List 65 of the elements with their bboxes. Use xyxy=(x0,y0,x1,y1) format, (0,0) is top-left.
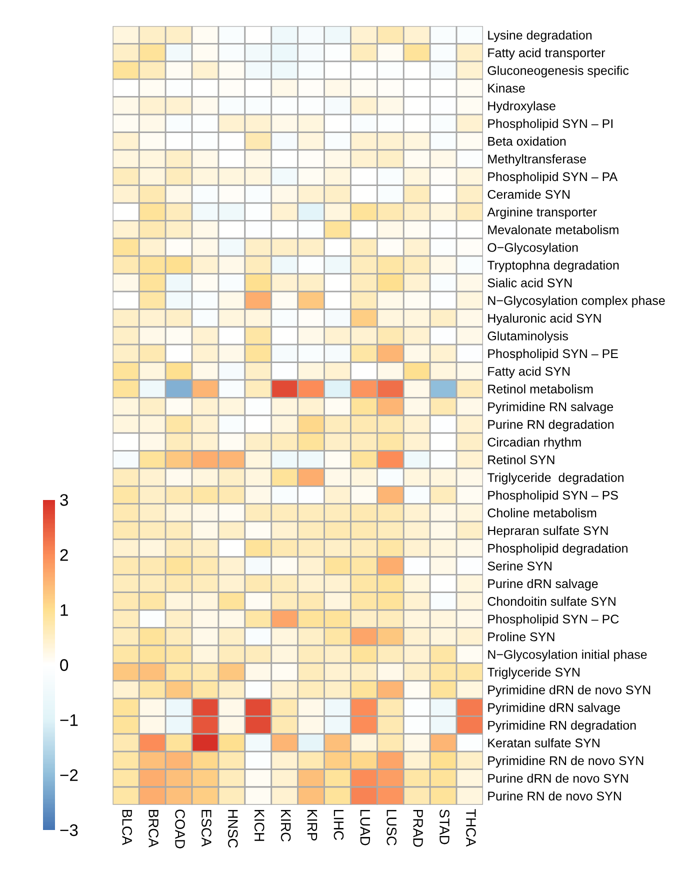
y-tick-label: Phospholipid degradation xyxy=(488,544,628,556)
y-tick-label: Gluconeogenesis specific xyxy=(488,66,629,78)
y-tick-label: N−Glycosylation initial phase xyxy=(488,650,647,662)
y-tick-label: Tryptophna degradation xyxy=(487,260,619,272)
y-tick-label: Phospholipid SYN – PE xyxy=(488,348,618,361)
y-tick-label: Hepraran sulfate SYN xyxy=(488,526,608,538)
x-tick-label: PRAD xyxy=(413,810,423,847)
y-tick-label: Keratan sulfate SYN xyxy=(488,738,600,748)
x-tick-label: KIRC xyxy=(280,810,291,842)
x-tick-label: THCA xyxy=(466,809,476,847)
y-tick-label: Phospholipid SYN – PI xyxy=(488,118,612,131)
y-tick-label: Arginine transporter xyxy=(487,207,597,219)
y-tick-label: Chondoitin sulfate SYN xyxy=(488,596,616,606)
y-tick-label: Pyrimidine RN de novo SYN xyxy=(488,756,644,768)
y-tick-label: O−Glycosylation xyxy=(488,242,578,254)
x-tick-label: COAD xyxy=(175,810,185,848)
y-tick-label: Glutaminolysis xyxy=(488,331,568,343)
y-tick-label: Methyltransferase xyxy=(488,154,586,166)
y-tick-label: Triglyceride degradation xyxy=(487,472,624,484)
y-tick-label: Sialic acid SYN xyxy=(488,278,572,288)
y-tick-label: Choline metabolism xyxy=(488,508,596,518)
y-tick-label: Fatty acid transporter xyxy=(488,48,606,60)
color-bar-label: 2 xyxy=(60,549,68,561)
y-tick-label: Purine dRN salvage xyxy=(488,578,598,591)
color-bar-label: 0 xyxy=(60,659,68,671)
color-bar-label: −2 xyxy=(60,769,78,781)
y-tick-label: Serine SYN xyxy=(488,561,552,570)
y-tick-label: Phospholipid SYN – PA xyxy=(488,172,618,184)
y-tick-label: Purine dRN de novo SYN xyxy=(488,774,628,783)
y-tick-label: Hyaluronic acid SYN xyxy=(488,314,601,326)
y-tick-label: Pyrimidine dRN salvage xyxy=(488,702,620,714)
y-tick-label: N−Glycosylation complex phase xyxy=(488,296,665,308)
y-tick-label: Pyrimidine RN degradation xyxy=(488,720,636,732)
y-tick-label: Proline SYN xyxy=(488,632,554,642)
color-bar-label: 3 xyxy=(60,494,68,506)
color-bar-label: −1 xyxy=(60,714,78,726)
y-tick-label: Hydroxylase xyxy=(488,101,556,113)
y-tick-label: Lysine degradation xyxy=(488,30,592,42)
x-tick-label: ESCA xyxy=(202,810,212,847)
x-tick-label: LUSC xyxy=(386,810,397,846)
color-bar-label: −3 xyxy=(60,824,78,836)
x-tick-label: KICH xyxy=(254,810,264,841)
y-tick-label: Phospholipid SYN – PS xyxy=(488,490,618,502)
y-tick-label: Circadian rhythm xyxy=(488,437,581,450)
y-tick-label: Pyrimidine dRN de novo SYN xyxy=(488,685,650,697)
y-tick-label: Beta oxidation xyxy=(488,136,566,146)
y-tick-label: Fatty acid SYN xyxy=(488,366,570,378)
y-tick-label: Kinase xyxy=(488,83,525,93)
y-tick-label: Mevalonate metabolism xyxy=(488,225,618,234)
y-tick-label: Phospholipid SYN – PC xyxy=(488,614,619,626)
x-tick-label: LIHC xyxy=(334,810,344,840)
x-tick-label: BRCA xyxy=(148,810,158,848)
y-tick-label: Ceramide SYN xyxy=(488,190,570,199)
y-tick-label: Triglyceride SYN xyxy=(487,667,580,680)
x-tick-label: STAD xyxy=(440,809,450,844)
x-tick-label: LUAD xyxy=(360,810,370,846)
y-tick-label: Retinol metabolism xyxy=(488,384,593,394)
x-tick-label: KIRP xyxy=(307,810,318,841)
x-tick-label: HNSC xyxy=(228,810,238,848)
y-tick-label: Purine RN de novo SYN xyxy=(488,791,621,800)
y-tick-label: Purine RN degradation xyxy=(488,420,614,432)
x-tick-label: BLCA xyxy=(122,810,132,846)
color-bar-label: 1 xyxy=(60,604,68,616)
y-tick-label: Retinol SYN xyxy=(488,455,554,464)
y-tick-label: Pyrimidine RN salvage xyxy=(488,402,614,414)
